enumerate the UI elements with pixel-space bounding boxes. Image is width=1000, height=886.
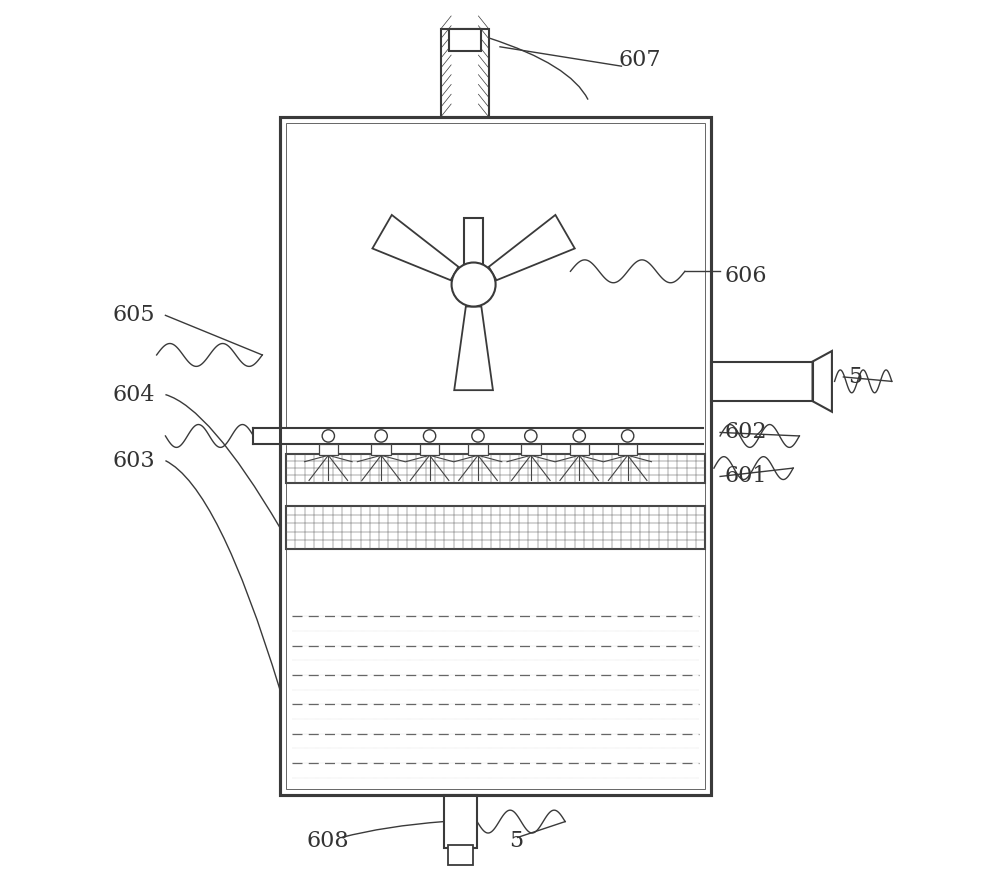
Text: 603: 603 — [113, 449, 155, 471]
Text: 606: 606 — [725, 265, 767, 287]
Bar — [371, 444, 391, 455]
Bar — [286, 507, 705, 548]
Bar — [319, 444, 338, 455]
Text: 602: 602 — [725, 422, 767, 443]
Bar — [468, 444, 488, 455]
Bar — [280, 117, 711, 795]
Text: 604: 604 — [113, 384, 155, 406]
Bar — [521, 444, 541, 455]
Bar — [444, 795, 477, 848]
Bar — [441, 29, 489, 117]
Circle shape — [375, 430, 387, 442]
Circle shape — [622, 430, 634, 442]
Bar — [448, 845, 473, 865]
Circle shape — [472, 430, 484, 442]
Text: 605: 605 — [113, 304, 155, 326]
Text: 5: 5 — [848, 366, 862, 388]
Circle shape — [525, 430, 537, 442]
Bar — [618, 444, 637, 455]
Text: 608: 608 — [306, 830, 349, 852]
Bar — [449, 29, 481, 51]
Bar — [280, 117, 711, 795]
Bar — [570, 444, 589, 455]
Text: 601: 601 — [725, 465, 767, 487]
Text: 607: 607 — [619, 49, 661, 71]
Circle shape — [452, 262, 496, 307]
Bar — [286, 123, 705, 789]
Bar — [420, 444, 439, 455]
Circle shape — [322, 430, 334, 442]
Circle shape — [573, 430, 585, 442]
Text: 5: 5 — [509, 830, 523, 852]
Bar — [464, 219, 483, 284]
Bar — [711, 361, 813, 401]
Circle shape — [423, 430, 436, 442]
Bar — [286, 454, 705, 483]
